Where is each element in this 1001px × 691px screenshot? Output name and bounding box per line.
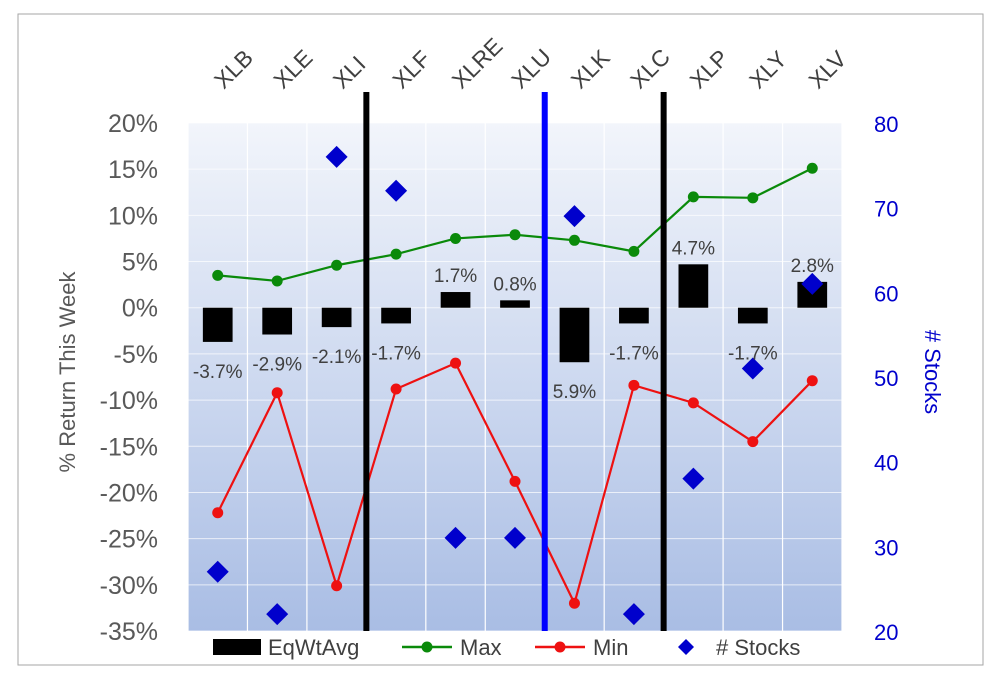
max-point [568, 234, 580, 246]
stocks-point [206, 560, 229, 583]
bar-xlb [202, 307, 233, 342]
data-label: -1.7% [609, 343, 659, 364]
stocks-point [741, 357, 764, 380]
data-label: -1.7% [371, 343, 421, 364]
min-point [687, 397, 699, 409]
bar-xlf [381, 307, 411, 324]
min-point [628, 379, 640, 391]
y2-tick-label: 70 [874, 197, 898, 222]
max-point [271, 275, 283, 287]
y-tick-label: -25% [100, 526, 158, 554]
max-point [390, 248, 402, 260]
y-tick-label: -15% [100, 433, 158, 461]
max-point [509, 229, 521, 241]
y2-axis-ticks: 80 70 60 50 40 30 20 [874, 112, 898, 645]
y-tick-label: -30% [100, 572, 158, 600]
bar-xle [262, 307, 293, 335]
stocks-point [801, 272, 824, 295]
data-label: 4.7% [672, 238, 715, 259]
bar-xlk [559, 307, 590, 363]
stocks-point [444, 526, 467, 549]
y2-tick-label: 40 [874, 451, 898, 476]
bar-xli [321, 307, 352, 328]
min-point [509, 475, 521, 487]
min-point [450, 357, 462, 369]
max-point [628, 245, 640, 257]
min-point [806, 375, 818, 387]
max-point [212, 269, 224, 281]
stocks-point [504, 526, 526, 549]
min-point [331, 580, 343, 592]
y2-axis-title: # Stocks [920, 330, 945, 414]
legend-marker-stocks [678, 639, 694, 655]
max-point [450, 232, 462, 244]
bar-xlre [440, 292, 471, 308]
bar-xlc [619, 307, 649, 324]
max-point [806, 162, 818, 174]
stocks-point [563, 205, 586, 228]
y-axis-title: % Return This Week [55, 271, 80, 473]
max-point [687, 191, 699, 203]
min-point [747, 436, 759, 448]
y-tick-label: -10% [100, 387, 158, 415]
y-tick-label: 10% [108, 202, 158, 230]
y-tick-label: 20% [108, 110, 158, 138]
y2-tick-label: 60 [874, 281, 898, 306]
bar-xlp [678, 264, 709, 308]
min-point [271, 387, 283, 399]
legend-label-max: Max [460, 635, 502, 660]
legend-label-stocks: # Stocks [716, 635, 800, 660]
y-tick-label: -5% [114, 341, 158, 369]
y-tick-label: -20% [100, 479, 158, 507]
plot-area [188, 123, 842, 631]
legend-label-eqwtavg: EqWtAvg [268, 635, 359, 660]
bar-xly [737, 307, 768, 324]
bar-data-labels: -3.7% -2.9% -2.1% -1.7% 1.7% 0.8% 5.9% -1.7% 4.7… [193, 238, 834, 403]
data-label: 0.8% [493, 274, 536, 295]
y-tick-label: 5% [122, 249, 158, 277]
data-label: -2.9% [252, 355, 302, 376]
y-tick-label: -35% [100, 618, 158, 646]
y-axis-ticks: 20% 15% 10% 5% 0% -5% -10% -15% -20% -25% -30% -35% [100, 110, 158, 646]
y2-tick-label: 80 [874, 112, 898, 137]
legend-label-min: Min [593, 635, 628, 660]
min-series [212, 357, 818, 609]
data-label: -3.7% [193, 362, 243, 383]
y-tick-label: 0% [122, 295, 158, 323]
max-series [212, 162, 818, 287]
y2-tick-label: 30 [874, 535, 898, 560]
min-point [390, 383, 402, 395]
stocks-point [325, 145, 348, 168]
y2-tick-label: 20 [874, 620, 898, 645]
data-label: 5.9% [553, 382, 596, 403]
legend-marker-min [554, 641, 566, 653]
max-point [747, 192, 759, 204]
data-label: -1.7% [728, 343, 778, 364]
vertical-separators [363, 92, 667, 631]
stocks-point [682, 467, 705, 490]
min-point [212, 507, 224, 519]
legend-marker-max [421, 641, 433, 653]
stocks-point [266, 603, 289, 626]
data-label: 1.7% [434, 266, 477, 287]
data-label: -2.1% [312, 347, 362, 368]
stocks-point [622, 603, 645, 626]
legend: EqWtAvg Max Min # Stocks [213, 635, 800, 660]
y-tick-label: 15% [108, 156, 158, 184]
stocks-series [206, 145, 824, 626]
legend-swatch-eqwtavg [213, 639, 261, 655]
data-label: 2.8% [791, 256, 834, 277]
stocks-point [385, 179, 408, 202]
max-point [331, 259, 343, 271]
bar-xlu [500, 300, 530, 308]
min-point [568, 597, 580, 609]
y2-tick-label: 50 [874, 366, 898, 391]
